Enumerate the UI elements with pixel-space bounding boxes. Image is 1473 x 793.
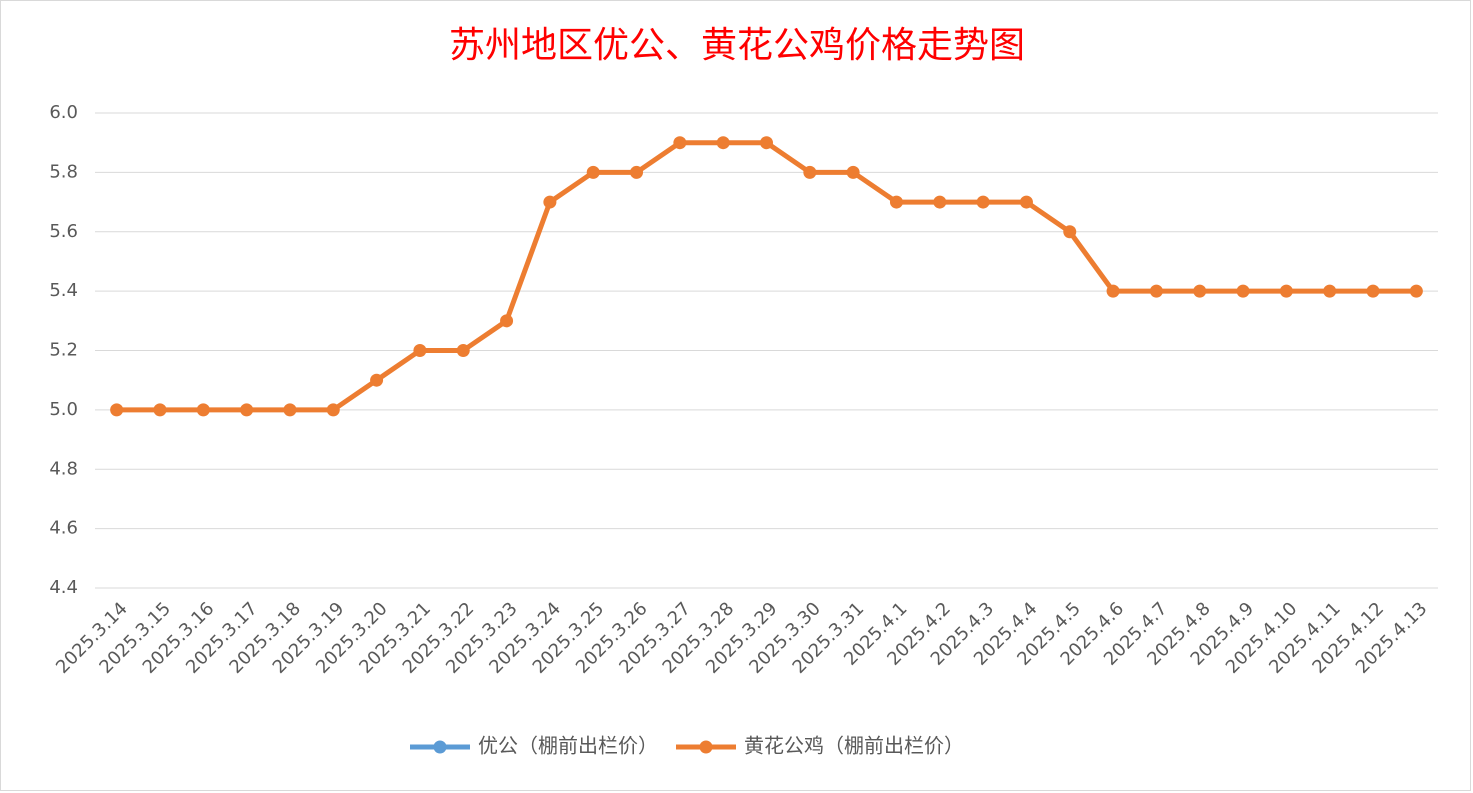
data-point bbox=[196, 403, 210, 417]
y-tick-label: 5.6 bbox=[49, 221, 78, 242]
data-point bbox=[630, 165, 644, 179]
data-point bbox=[846, 165, 860, 179]
data-point bbox=[1236, 284, 1250, 298]
y-tick-label: 4.6 bbox=[49, 518, 78, 539]
chart-title: 苏州地区优公、黄花公鸡价格走势图 bbox=[449, 25, 1025, 66]
data-point bbox=[673, 136, 687, 150]
y-tick-label: 5.8 bbox=[49, 161, 78, 182]
data-point bbox=[760, 136, 773, 150]
y-tick-label: 5.0 bbox=[49, 399, 78, 420]
y-tick-label: 5.2 bbox=[49, 340, 78, 361]
data-point bbox=[153, 403, 167, 417]
legend-label: 黄花公鸡（棚前出栏价） bbox=[744, 734, 964, 758]
data-point bbox=[456, 344, 470, 357]
data-point bbox=[110, 403, 124, 417]
data-point bbox=[240, 403, 254, 417]
data-point bbox=[1063, 225, 1077, 239]
data-point bbox=[889, 195, 903, 209]
data-point bbox=[500, 314, 514, 328]
data-point bbox=[326, 403, 340, 417]
data-point bbox=[1149, 284, 1163, 298]
data-point bbox=[803, 165, 817, 179]
y-tick-label: 6.0 bbox=[49, 102, 78, 123]
data-point bbox=[1106, 284, 1120, 298]
y-tick-label: 5.4 bbox=[49, 280, 78, 301]
data-point bbox=[543, 195, 557, 209]
data-point bbox=[976, 195, 990, 209]
data-point bbox=[1279, 284, 1293, 298]
y-tick-label: 4.8 bbox=[49, 458, 78, 479]
data-point bbox=[933, 195, 947, 209]
data-point bbox=[1019, 195, 1033, 209]
legend-marker bbox=[699, 740, 713, 754]
data-point bbox=[716, 136, 730, 150]
data-point bbox=[1193, 284, 1207, 298]
data-point bbox=[586, 165, 600, 179]
data-point bbox=[413, 344, 427, 357]
data-point bbox=[1366, 284, 1380, 298]
data-point bbox=[1409, 284, 1423, 298]
legend-marker bbox=[433, 740, 447, 754]
data-point bbox=[370, 373, 384, 387]
data-point bbox=[283, 403, 297, 417]
legend-label: 优公（棚前出栏价） bbox=[478, 734, 658, 758]
y-tick-label: 4.4 bbox=[49, 577, 78, 598]
data-point bbox=[1323, 284, 1337, 298]
